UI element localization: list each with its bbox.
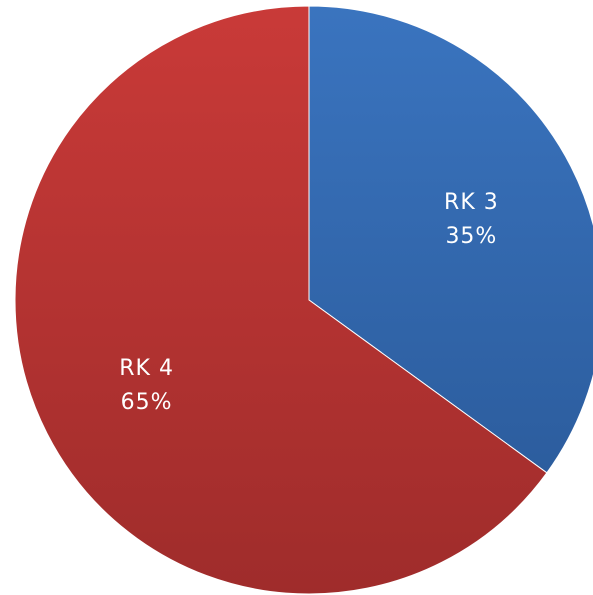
slice-category-label: RK 3 (444, 190, 499, 215)
pie-slice-rk-3 (308, 5, 593, 474)
labels-layer: RK 3 35% RK 4 65% (119, 190, 499, 415)
slice-value-label: 35% (445, 224, 497, 249)
slices-layer (14, 5, 593, 595)
slice-category-label: RK 4 (119, 356, 174, 381)
slice-value-label: 65% (121, 390, 173, 415)
pie-slice-rk-4 (14, 5, 548, 595)
